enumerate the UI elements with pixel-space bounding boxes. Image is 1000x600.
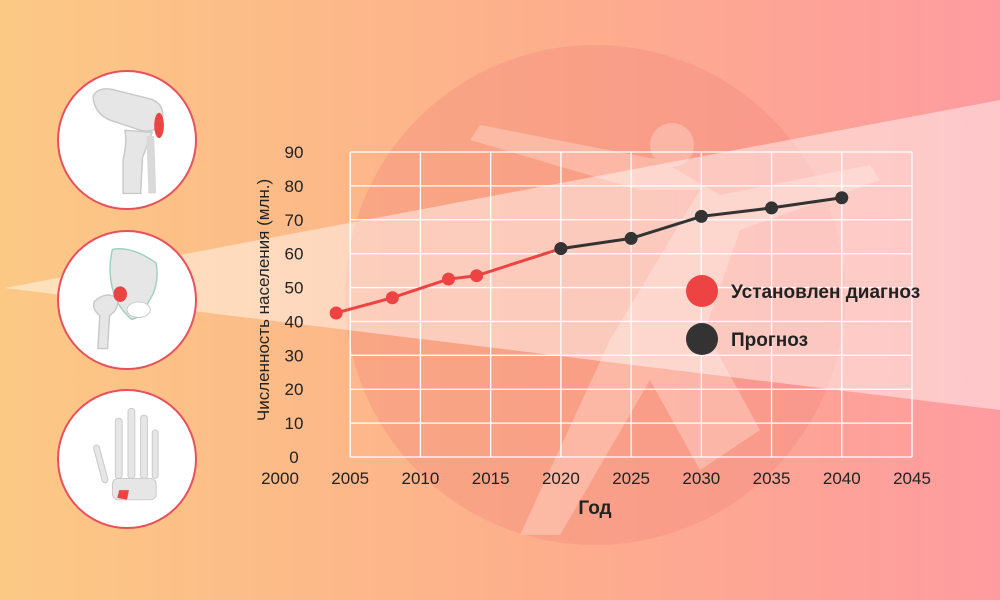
y-tick-label: 20: [285, 380, 304, 399]
x-tick-label: 2015: [472, 469, 510, 488]
y-tick-label: 0: [289, 448, 298, 467]
legend-marker-1: [686, 323, 718, 355]
data-point: [835, 191, 849, 205]
y-tick-label: 40: [285, 312, 304, 331]
legend-label-1: Прогноз: [731, 330, 808, 351]
hip-joint-icon: [57, 230, 197, 370]
data-point: [470, 269, 484, 283]
background-circle: [345, 45, 845, 545]
y-tick-label: 10: [285, 414, 304, 433]
data-point: [765, 201, 779, 215]
data-point: [329, 306, 343, 320]
x-tick-label: 2010: [402, 469, 440, 488]
x-tick-label: 2020: [542, 469, 580, 488]
y-tick-label: 50: [285, 279, 304, 298]
y-tick-label: 90: [285, 143, 304, 162]
data-point: [385, 291, 399, 305]
light-beam: [5, 100, 1000, 410]
data-point: [554, 242, 568, 256]
x-tick-label: 2030: [682, 469, 720, 488]
x-tick-label: 2035: [753, 469, 791, 488]
x-tick-label: 2045: [893, 469, 931, 488]
legend-marker-0: [686, 275, 718, 307]
data-point: [694, 209, 708, 223]
chart-grid: [349, 151, 913, 458]
data-point: [442, 272, 456, 286]
y-tick-label: 80: [285, 177, 304, 196]
data-point: [624, 231, 638, 245]
x-tick-label: 2005: [331, 469, 369, 488]
y-axis-label: Численность населения (млн.): [254, 179, 273, 421]
legend-label-0: Установлен диагноз: [731, 282, 920, 303]
y-tick-label: 60: [285, 245, 304, 264]
chart-legend: Установлен диагноз Прогноз: [686, 275, 920, 355]
knee-joint-icon: [57, 70, 197, 210]
x-tick-label: 2040: [823, 469, 861, 488]
x-tick-label: 2025: [612, 469, 650, 488]
x-tick-label: 2000: [261, 469, 299, 488]
y-tick-label: 30: [285, 346, 304, 365]
background-figure-icon: [470, 123, 880, 535]
y-tick-label: 70: [285, 211, 304, 230]
hand-joint-icon: [57, 389, 197, 529]
x-axis-label: Год: [578, 498, 611, 519]
chart-series: [329, 191, 849, 320]
